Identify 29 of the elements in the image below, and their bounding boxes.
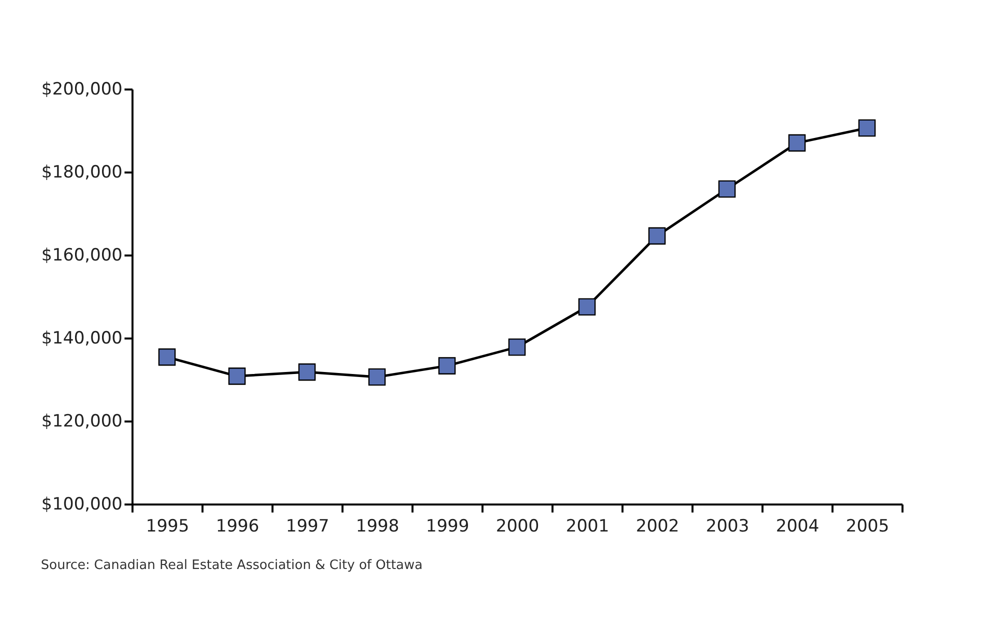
- y-tick-label: $180,000: [41, 162, 122, 182]
- point: [158, 348, 176, 366]
- x-tick-label: 2003: [706, 516, 750, 536]
- point: [718, 180, 736, 198]
- x-tick-label: 1999: [426, 516, 470, 536]
- y-tick-label: $100,000: [41, 494, 122, 514]
- y-tick-label: $140,000: [41, 328, 122, 348]
- x-tick-label: 1996: [216, 516, 260, 536]
- y-tick-label: $200,000: [41, 80, 122, 100]
- point: [298, 363, 316, 381]
- x-tick-label: 2004: [776, 516, 820, 536]
- x-tick-label: 2000: [496, 516, 540, 536]
- y-tick-label: $160,000: [41, 246, 122, 266]
- source-note: Source: Canadian Real Estate Association & City of Ottawa: [40, 558, 423, 573]
- x-tick-label: 2005: [846, 516, 890, 536]
- point: [368, 368, 386, 386]
- point: [228, 368, 246, 385]
- point: [858, 119, 876, 137]
- point: [508, 338, 526, 356]
- point: [788, 134, 806, 152]
- point: [648, 227, 666, 245]
- x-tick-label: 1998: [356, 516, 400, 536]
- y-tick-label: $120,000: [41, 412, 122, 432]
- x-tick-label: 1995: [146, 516, 190, 536]
- point: [578, 298, 596, 316]
- point: [438, 357, 456, 374]
- x-tick-label: 2001: [566, 516, 610, 536]
- x-tick-label: 2002: [636, 516, 680, 536]
- x-tick-label: 1997: [286, 516, 330, 536]
